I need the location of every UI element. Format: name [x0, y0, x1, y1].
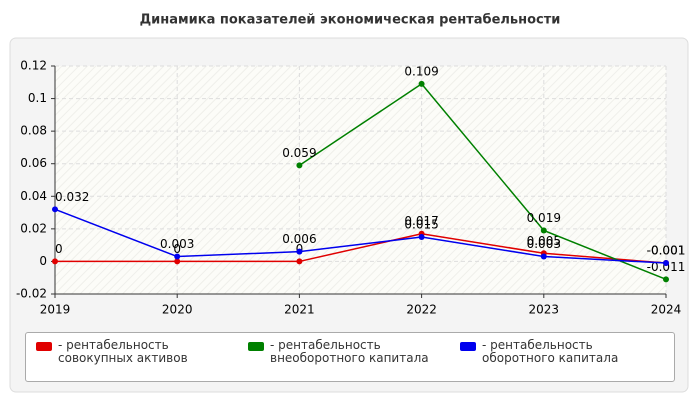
data-label: 0.005 — [527, 234, 561, 248]
data-point — [663, 260, 669, 267]
y-tick-label: 0.02 — [20, 221, 47, 235]
x-tick-label: 2020 — [162, 303, 193, 317]
y-tick-label: 0.08 — [20, 124, 47, 138]
plot-area — [55, 66, 666, 294]
legend-item: - рентабельность совокупных активов — [36, 339, 226, 365]
data-label: 0.059 — [282, 146, 316, 160]
data-point — [52, 258, 58, 265]
data-label: 0 — [173, 242, 181, 256]
y-tick-label: 0.06 — [20, 156, 47, 170]
y-tick-label: 0 — [39, 254, 47, 268]
x-tick-label: 2024 — [651, 303, 682, 317]
legend-label: - рентабельность внеоборотного капитала — [270, 338, 429, 365]
data-label: 0.003 — [527, 237, 561, 251]
data-label: 0.006 — [282, 232, 316, 246]
x-tick-label: 2022 — [406, 303, 437, 317]
y-tick-label: 0.04 — [20, 189, 47, 203]
data-label: 0.032 — [55, 190, 89, 204]
legend-item: - рентабельность внеоборотного капитала — [248, 339, 438, 365]
legend-label: - рентабельность оборотного капитала — [482, 338, 619, 365]
data-label: -0.001 — [647, 244, 686, 258]
series-line — [54, 208, 667, 264]
legend: - рентабельность совокупных активов - рен… — [25, 332, 675, 382]
y-tick-label: -0.02 — [16, 287, 47, 301]
legend-swatch — [248, 342, 264, 351]
data-point — [663, 276, 669, 283]
legend-swatch — [36, 342, 52, 351]
data-point — [418, 80, 425, 87]
data-label: 0.019 — [527, 211, 561, 225]
data-label: 0.015 — [404, 218, 438, 232]
legend-label: - рентабельность совокупных активов — [58, 338, 188, 365]
data-point — [418, 234, 425, 240]
x-tick-label: 2019 — [40, 303, 71, 317]
data-point — [296, 162, 303, 169]
data-label: 0 — [55, 242, 63, 256]
chart-title: Динамика показателей экономическая рента… — [140, 13, 561, 28]
data-point — [174, 253, 181, 260]
legend-swatch — [460, 342, 476, 351]
y-tick-label: 0.12 — [20, 59, 47, 73]
data-label: -0.011 — [647, 260, 686, 274]
series-line — [298, 82, 667, 281]
data-label: 0.017 — [404, 214, 438, 228]
x-tick-label: 2021 — [284, 303, 315, 317]
data-point — [296, 248, 303, 255]
data-label: 0.109 — [404, 64, 438, 78]
data-label: 0.003 — [160, 237, 194, 251]
y-tick-label: 0.1 — [28, 91, 47, 105]
data-point — [540, 253, 547, 260]
data-point — [296, 258, 303, 265]
series-line — [55, 232, 667, 264]
data-label: -0.001 — [647, 244, 686, 258]
data-point — [540, 227, 547, 234]
legend-item: - рентабельность оборотного капитала — [460, 339, 650, 365]
x-tick-label: 2023 — [529, 303, 560, 317]
data-point — [52, 206, 58, 213]
data-point — [174, 258, 181, 265]
